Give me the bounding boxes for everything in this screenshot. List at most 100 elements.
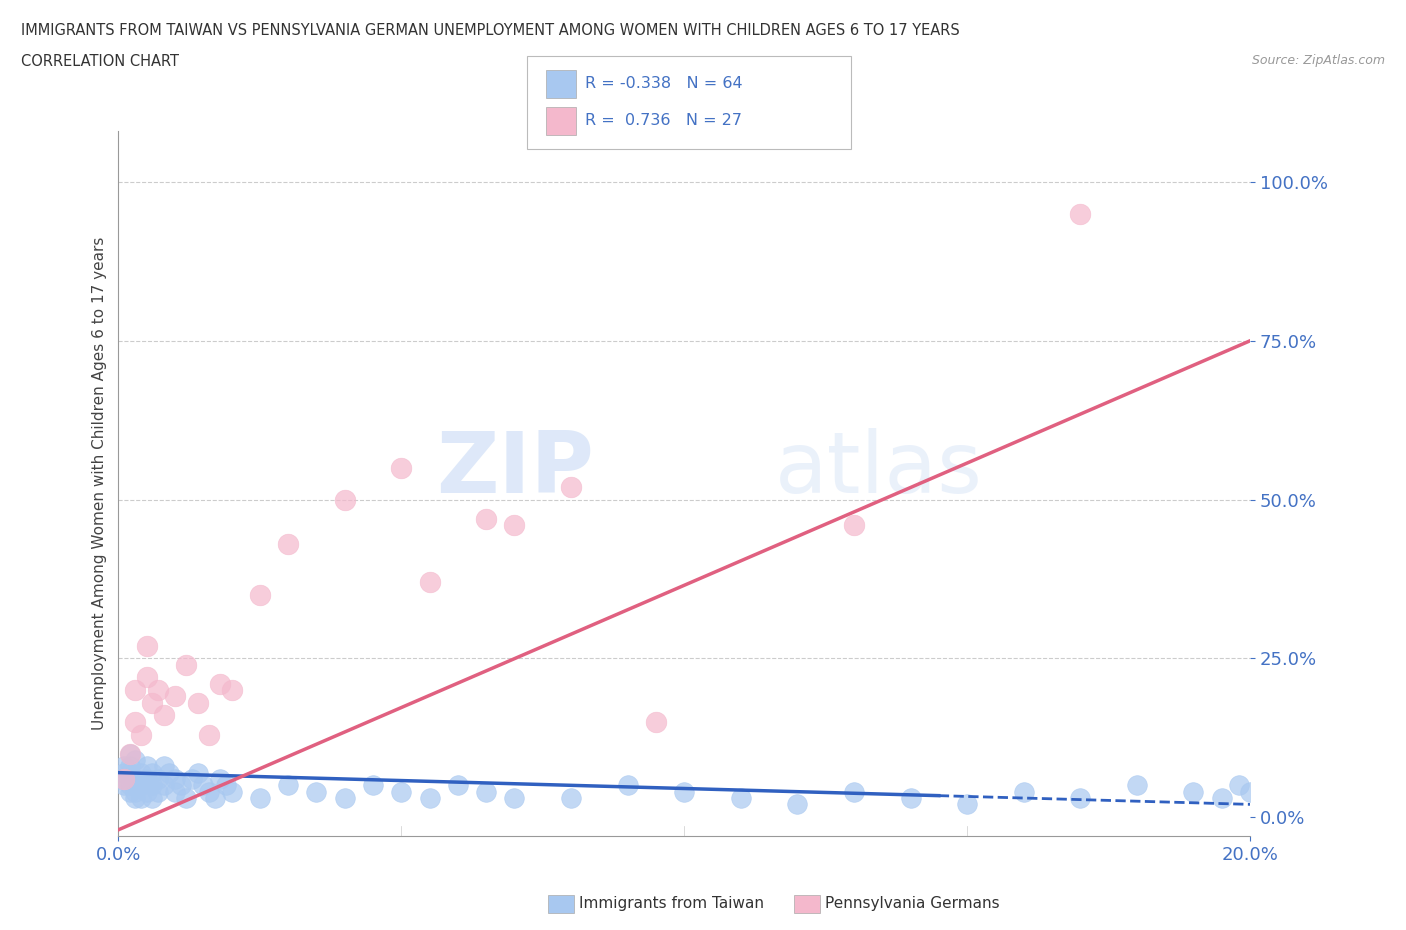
- Point: [152, 759, 174, 774]
- Point: [112, 777, 135, 792]
- Point: [1227, 777, 1250, 792]
- Point: [419, 790, 441, 805]
- Text: Immigrants from Taiwan: Immigrants from Taiwan: [579, 897, 765, 911]
- Point: [187, 765, 209, 780]
- Point: [129, 727, 152, 742]
- Point: [900, 790, 922, 805]
- Point: [198, 784, 221, 799]
- Point: [163, 689, 186, 704]
- Point: [152, 777, 174, 792]
- Point: [305, 784, 328, 799]
- Point: [361, 777, 384, 792]
- Point: [1182, 784, 1205, 799]
- Point: [560, 790, 582, 805]
- Point: [673, 784, 696, 799]
- Point: [786, 797, 808, 812]
- Point: [124, 784, 146, 799]
- Point: [141, 696, 163, 711]
- Point: [112, 765, 135, 780]
- Point: [176, 790, 198, 805]
- Point: [112, 772, 135, 787]
- Point: [277, 537, 299, 551]
- Point: [124, 752, 146, 767]
- Point: [475, 784, 498, 799]
- Point: [389, 460, 412, 475]
- Point: [163, 784, 186, 799]
- Point: [141, 790, 163, 805]
- Point: [475, 512, 498, 526]
- Point: [249, 588, 271, 603]
- Text: R =  0.736   N = 27: R = 0.736 N = 27: [585, 113, 742, 128]
- Point: [1069, 790, 1091, 805]
- Point: [447, 777, 470, 792]
- Point: [215, 777, 238, 792]
- Point: [1126, 777, 1149, 792]
- Point: [135, 638, 157, 653]
- Point: [419, 575, 441, 590]
- Point: [221, 784, 243, 799]
- Point: [118, 759, 141, 774]
- Point: [209, 772, 232, 787]
- Point: [124, 683, 146, 698]
- Point: [146, 683, 169, 698]
- Point: [141, 765, 163, 780]
- Point: [204, 790, 226, 805]
- Point: [333, 790, 356, 805]
- Point: [1069, 206, 1091, 221]
- Point: [112, 759, 135, 774]
- Point: [118, 746, 141, 761]
- Point: [124, 790, 146, 805]
- Point: [146, 772, 169, 787]
- Point: [842, 784, 865, 799]
- Point: [141, 777, 163, 792]
- Text: ZIP: ZIP: [436, 428, 593, 512]
- Point: [1211, 790, 1233, 805]
- Point: [124, 772, 146, 787]
- Point: [118, 784, 141, 799]
- Point: [1239, 784, 1261, 799]
- Point: [503, 790, 526, 805]
- Point: [107, 772, 129, 787]
- Point: [118, 777, 141, 792]
- Point: [135, 670, 157, 684]
- Point: [135, 784, 157, 799]
- Point: [209, 676, 232, 691]
- Point: [389, 784, 412, 799]
- Text: IMMIGRANTS FROM TAIWAN VS PENNSYLVANIA GERMAN UNEMPLOYMENT AMONG WOMEN WITH CHIL: IMMIGRANTS FROM TAIWAN VS PENNSYLVANIA G…: [21, 23, 960, 38]
- Text: R = -0.338   N = 64: R = -0.338 N = 64: [585, 76, 742, 91]
- Point: [170, 777, 193, 792]
- Point: [842, 517, 865, 532]
- Point: [560, 480, 582, 495]
- Point: [277, 777, 299, 792]
- Point: [198, 727, 221, 742]
- Point: [956, 797, 979, 812]
- Point: [135, 772, 157, 787]
- Point: [118, 746, 141, 761]
- Point: [129, 765, 152, 780]
- Point: [129, 790, 152, 805]
- Point: [645, 714, 668, 729]
- Text: atlas: atlas: [775, 428, 983, 512]
- Point: [503, 517, 526, 532]
- Point: [118, 765, 141, 780]
- Point: [157, 765, 180, 780]
- Point: [129, 777, 152, 792]
- Point: [181, 772, 204, 787]
- Text: CORRELATION CHART: CORRELATION CHART: [21, 54, 179, 69]
- Point: [1012, 784, 1035, 799]
- Point: [176, 658, 198, 672]
- Point: [333, 492, 356, 507]
- Y-axis label: Unemployment Among Women with Children Ages 6 to 17 years: Unemployment Among Women with Children A…: [93, 237, 107, 730]
- Point: [163, 772, 186, 787]
- Point: [249, 790, 271, 805]
- Point: [146, 784, 169, 799]
- Point: [152, 708, 174, 723]
- Point: [193, 777, 215, 792]
- Point: [187, 696, 209, 711]
- Point: [616, 777, 638, 792]
- Text: Pennsylvania Germans: Pennsylvania Germans: [825, 897, 1000, 911]
- Point: [221, 683, 243, 698]
- Point: [124, 714, 146, 729]
- Point: [135, 759, 157, 774]
- Point: [730, 790, 752, 805]
